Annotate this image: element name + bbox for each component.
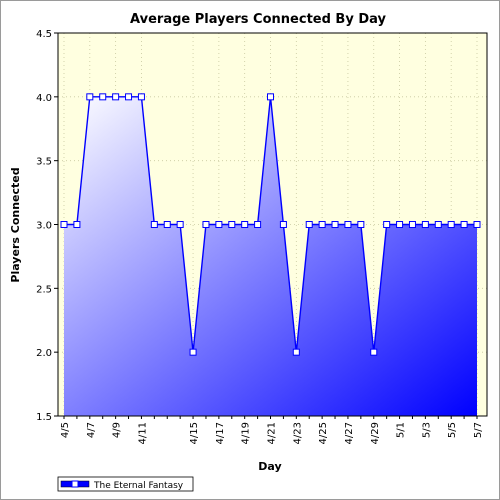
legend: The Eternal Fantasy (57, 476, 194, 492)
x-tick-label: 5/1 (396, 422, 407, 438)
data-point (331, 221, 339, 228)
x-tick-label: 4/19 (241, 422, 252, 444)
x-tick-label: 5/7 (473, 422, 484, 438)
x-tick-label: 5/5 (447, 422, 458, 438)
data-point (241, 221, 249, 228)
data-point (176, 221, 184, 228)
data-point (99, 93, 107, 101)
data-point (370, 348, 378, 356)
x-tick-label: 4/27 (344, 422, 355, 444)
data-point (344, 221, 352, 228)
data-point (473, 221, 481, 228)
data-point (408, 221, 416, 228)
x-tick-label: 4/5 (60, 422, 71, 438)
data-point (125, 93, 133, 101)
y-tick-label: 2.0 (36, 348, 52, 359)
x-axis-label: Day (258, 460, 281, 473)
data-point (60, 221, 68, 228)
data-point (305, 221, 313, 228)
data-point (434, 221, 442, 228)
y-tick-label: 4.5 (36, 29, 52, 40)
x-tick-label: 4/9 (112, 422, 123, 438)
x-tick-label: 4/23 (292, 422, 303, 444)
y-tick-label: 2.5 (36, 284, 52, 295)
x-tick-label: 5/3 (421, 422, 432, 438)
y-tick-label: 3.5 (36, 157, 52, 168)
data-point (228, 221, 236, 228)
x-axis-ticks: 4/5 4/7 4/9 4/11 4/15 4/17 4/19 4/21 4/23 4/25 4/2… (60, 416, 484, 444)
legend-label: The Eternal Fantasy (93, 481, 184, 491)
x-tick-label: 4/21 (267, 422, 278, 444)
data-point (189, 348, 197, 356)
data-point (150, 221, 158, 228)
series-area (64, 96, 477, 416)
y-tick-label: 1.5 (36, 412, 52, 423)
chart-title: Average Players Connected By Day (130, 12, 386, 27)
data-point (215, 221, 223, 228)
y-axis-ticks: 1.5 2.0 2.5 3.0 3.5 4.0 4.5 (36, 29, 58, 423)
data-point (86, 93, 94, 101)
data-point (396, 221, 404, 228)
x-tick-label: 4/25 (318, 422, 329, 444)
y-axis-label: Players Connected (9, 167, 22, 282)
data-point (318, 221, 326, 228)
x-tick-label: 4/29 (370, 422, 381, 444)
legend-box (57, 476, 194, 492)
data-point (254, 221, 262, 228)
legend-marker (71, 480, 79, 488)
data-point (137, 93, 145, 101)
data-point (421, 221, 429, 228)
data-point (163, 221, 171, 228)
x-tick-label: 4/11 (137, 422, 148, 444)
data-point (202, 221, 210, 228)
data-point (357, 221, 365, 228)
y-tick-label: 4.0 (36, 93, 52, 104)
data-point (447, 221, 455, 228)
data-point (267, 93, 274, 101)
y-tick-label: 3.0 (36, 221, 52, 232)
x-tick-label: 4/17 (215, 422, 226, 444)
data-point (279, 221, 287, 228)
series-points (60, 93, 481, 356)
data-point (383, 221, 391, 228)
data-point (292, 348, 300, 356)
x-tick-label: 4/15 (189, 422, 200, 444)
data-point (460, 221, 468, 228)
data-point (112, 93, 120, 101)
x-tick-label: 4/7 (86, 422, 97, 438)
data-point (73, 221, 81, 228)
